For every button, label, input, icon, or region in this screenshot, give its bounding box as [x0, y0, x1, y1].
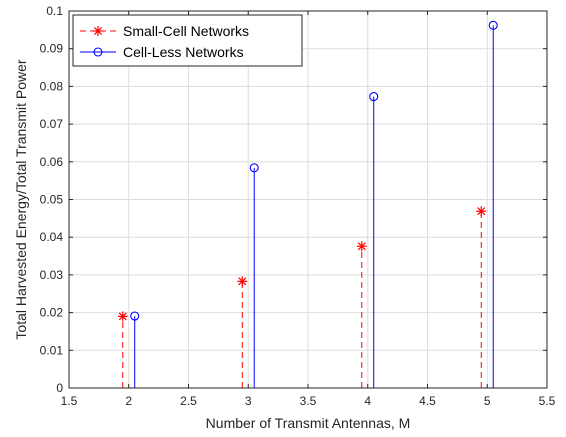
legend-entry-cell-less: Cell-Less Networks [80, 44, 244, 60]
x-tick-label: 2 [125, 394, 132, 408]
legend-marker-shape [93, 26, 103, 36]
y-axis-title: Total Harvested Energy/Total Transmit Po… [13, 59, 29, 339]
stem-marker [237, 276, 248, 287]
asterisk-stroke [357, 242, 366, 251]
y-tick-label: 0.07 [40, 117, 64, 131]
stem-marker [369, 92, 379, 102]
asterisk-stroke [477, 207, 486, 216]
asterisk-stroke [238, 277, 247, 286]
asterisk-stroke [118, 312, 127, 321]
x-axis-ticks: 1.5 2 2.5 3 3.5 4 4.5 5 5.5 [61, 11, 556, 408]
y-tick-label: 0.03 [40, 268, 64, 282]
y-tick-label: 0.1 [46, 4, 63, 18]
series-cell-less [130, 20, 498, 388]
y-tick-label: 0.09 [40, 42, 64, 56]
legend-marker-small-cell [93, 26, 103, 36]
x-tick-label: 5 [484, 394, 491, 408]
stem-marker [488, 20, 498, 30]
y-tick-label: 0.02 [40, 306, 64, 320]
x-tick-label: 1.5 [61, 394, 78, 408]
legend-label-cell-less: Cell-Less Networks [123, 44, 244, 60]
x-tick-label: 2.5 [180, 394, 197, 408]
x-tick-label: 4 [364, 394, 371, 408]
asterisk-stroke [93, 26, 103, 36]
stem-marker [356, 241, 367, 252]
y-axis-ticks: 0 0.01 0.02 0.03 0.04 0.05 0.06 0.07 0.08 0.09 0.1 [40, 4, 547, 395]
x-tick-label: 3 [245, 394, 252, 408]
y-tick-label: 0 [56, 381, 63, 395]
grid-lines [69, 11, 547, 388]
stem-marker [117, 311, 128, 322]
y-tick-label: 0.05 [40, 193, 64, 207]
series-small-cell [117, 206, 487, 388]
x-tick-label: 5.5 [539, 394, 556, 408]
legend-label-small-cell: Small-Cell Networks [123, 23, 249, 39]
legend-entry-small-cell: Small-Cell Networks [80, 23, 249, 39]
legend-marker-shape [93, 47, 103, 57]
y-tick-label: 0.08 [40, 79, 64, 93]
x-tick-label: 3.5 [300, 394, 317, 408]
x-axis-title: Number of Transmit Antennas, M [206, 415, 411, 431]
x-tick-label: 4.5 [419, 394, 436, 408]
y-tick-label: 0.01 [40, 343, 64, 357]
legend-marker-cell-less [93, 47, 103, 57]
legend: Small-Cell Networks Cell-Less Networks [72, 14, 303, 67]
stem-marker [249, 163, 259, 173]
y-tick-label: 0.04 [40, 230, 64, 244]
plot-series [117, 20, 498, 388]
y-tick-label: 0.06 [40, 155, 64, 169]
legend-box [72, 14, 303, 67]
stem-marker [130, 311, 140, 321]
stem-marker [476, 206, 487, 217]
